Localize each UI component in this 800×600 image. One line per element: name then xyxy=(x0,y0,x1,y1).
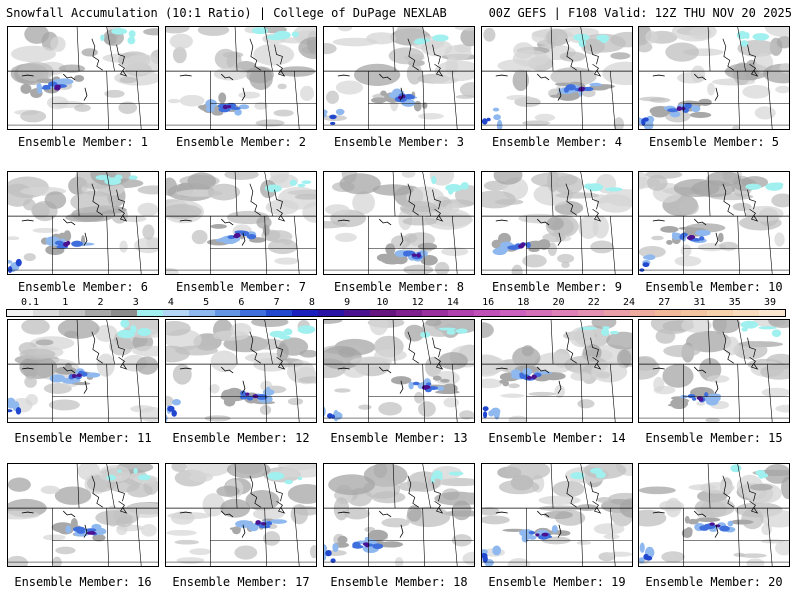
colorbar-swatch xyxy=(344,310,371,316)
colorbar-tick-label: 6 xyxy=(238,297,245,308)
ensemble-member-map xyxy=(481,319,633,423)
ensemble-member-label: Ensemble Member: 2 xyxy=(175,135,307,149)
ensemble-member-label: Ensemble Member: 16 xyxy=(14,575,152,589)
colorbar-swatch xyxy=(266,310,293,316)
ensemble-member-map xyxy=(165,319,317,423)
ensemble-member-map xyxy=(7,319,159,423)
colorbar-swatch xyxy=(473,310,500,316)
colorbar-tick-label: 16 xyxy=(482,297,495,308)
colorbar-swatch xyxy=(525,310,552,316)
colorbar-swatch xyxy=(84,310,111,316)
colorbar-swatch xyxy=(499,310,526,316)
ensemble-member-label: Ensemble Member: 15 xyxy=(645,431,783,445)
colorbar-swatch xyxy=(759,310,786,316)
colorbar-tick-label: 3 xyxy=(132,297,139,308)
ensemble-member-map xyxy=(481,171,633,275)
ensemble-member-label: Ensemble Member: 12 xyxy=(172,431,310,445)
colorbar-tick-label: 20 xyxy=(552,297,565,308)
colorbar-swatch xyxy=(136,310,163,316)
colorbar-swatch xyxy=(603,310,630,316)
colorbar-tick-label: 24 xyxy=(623,297,636,308)
ensemble-member-label: Ensemble Member: 4 xyxy=(491,135,623,149)
colorbar-tick-label: 2 xyxy=(97,297,104,308)
colorbar-tick-label: 8 xyxy=(308,297,315,308)
ensemble-member-label: Ensemble Member: 19 xyxy=(488,575,626,589)
colorbar-swatch xyxy=(370,310,397,316)
ensemble-member-label: Ensemble Member: 17 xyxy=(172,575,310,589)
colorbar-tick-label: 35 xyxy=(728,297,741,308)
ensemble-member-map xyxy=(165,26,317,130)
colorbar-labels: 0.1 1 2 3 4 5 6 7 8 9 10 12 14 16 18 20 22 24 27 31 35 39 xyxy=(6,297,786,309)
colorbar-swatch xyxy=(422,310,448,316)
ensemble-member-label: Ensemble Member: 3 xyxy=(333,135,465,149)
ensemble-member-map xyxy=(323,171,475,275)
colorbar-swatch xyxy=(733,310,760,316)
colorbar-tick-label: 27 xyxy=(658,297,671,308)
colorbar-swatch xyxy=(707,310,734,316)
colorbar-swatch xyxy=(240,310,267,316)
colorbar-tick-label: 22 xyxy=(587,297,600,308)
colorbar-swatch xyxy=(58,310,85,316)
ensemble-member-label: Ensemble Member: 20 xyxy=(645,575,783,589)
colorbar-swatch xyxy=(214,310,241,316)
colorbar-swatch xyxy=(7,310,33,316)
colorbar-swatch xyxy=(577,310,604,316)
colorbar-swatch xyxy=(32,310,59,316)
colorbar-swatch xyxy=(447,310,474,316)
ensemble-member-map xyxy=(165,463,317,567)
colorbar-tick-label: 31 xyxy=(693,297,706,308)
colorbar-swatch xyxy=(681,310,708,316)
ensemble-member-label: Ensemble Member: 5 xyxy=(648,135,780,149)
colorbar-swatch xyxy=(629,310,656,316)
ensemble-member-map xyxy=(638,463,790,567)
map-title: Snowfall Accumulation (10:1 Ratio) | Col… xyxy=(6,6,447,20)
colorbar-tick-label: 0.1 xyxy=(20,297,40,308)
colorbar-swatch xyxy=(188,310,215,316)
ensemble-member-map xyxy=(323,319,475,423)
colorbar-swatch xyxy=(655,310,682,316)
ensemble-member-label: Ensemble Member: 7 xyxy=(175,280,307,294)
colorbar-tick-label: 9 xyxy=(344,297,351,308)
colorbar-tick-label: 7 xyxy=(273,297,280,308)
colorbar-tick-label: 18 xyxy=(517,297,530,308)
ensemble-member-map xyxy=(7,463,159,567)
ensemble-member-label: Ensemble Member: 13 xyxy=(330,431,468,445)
ensemble-member-map xyxy=(638,171,790,275)
colorbar-tick-label: 4 xyxy=(167,297,174,308)
ensemble-member-label: Ensemble Member: 18 xyxy=(330,575,468,589)
ensemble-member-label: Ensemble Member: 6 xyxy=(17,280,149,294)
ensemble-member-label: Ensemble Member: 11 xyxy=(14,431,152,445)
ensemble-member-map xyxy=(481,26,633,130)
colorbar-tick-label: 1 xyxy=(62,297,69,308)
ensemble-member-label: Ensemble Member: 14 xyxy=(488,431,626,445)
colorbar xyxy=(6,309,786,317)
ensemble-member-map xyxy=(323,463,475,567)
colorbar-tick-label: 14 xyxy=(446,297,459,308)
model-run-info: 00Z GEFS | F108 Valid: 12Z THU NOV 20 20… xyxy=(488,6,792,20)
colorbar-tick-label: 12 xyxy=(411,297,424,308)
ensemble-member-map xyxy=(481,463,633,567)
colorbar-tick-label: 39 xyxy=(763,297,777,308)
colorbar-tick-label: 5 xyxy=(203,297,210,308)
colorbar-swatch xyxy=(318,310,345,316)
ensemble-member-map xyxy=(323,26,475,130)
ensemble-member-map xyxy=(638,26,790,130)
ensemble-member-label: Ensemble Member: 9 xyxy=(491,280,623,294)
colorbar-swatch xyxy=(292,310,319,316)
ensemble-member-map xyxy=(638,319,790,423)
ensemble-member-label: Ensemble Member: 10 xyxy=(645,280,783,294)
colorbar-swatch xyxy=(162,310,189,316)
ensemble-member-map xyxy=(7,171,159,275)
colorbar-swatch xyxy=(551,310,578,316)
colorbar-swatch xyxy=(110,310,137,316)
ensemble-member-map xyxy=(165,171,317,275)
ensemble-member-map xyxy=(7,26,159,130)
colorbar-tick-label: 10 xyxy=(376,297,389,308)
ensemble-member-label: Ensemble Member: 1 xyxy=(17,135,149,149)
ensemble-member-label: Ensemble Member: 8 xyxy=(333,280,465,294)
colorbar-swatch xyxy=(396,310,422,316)
